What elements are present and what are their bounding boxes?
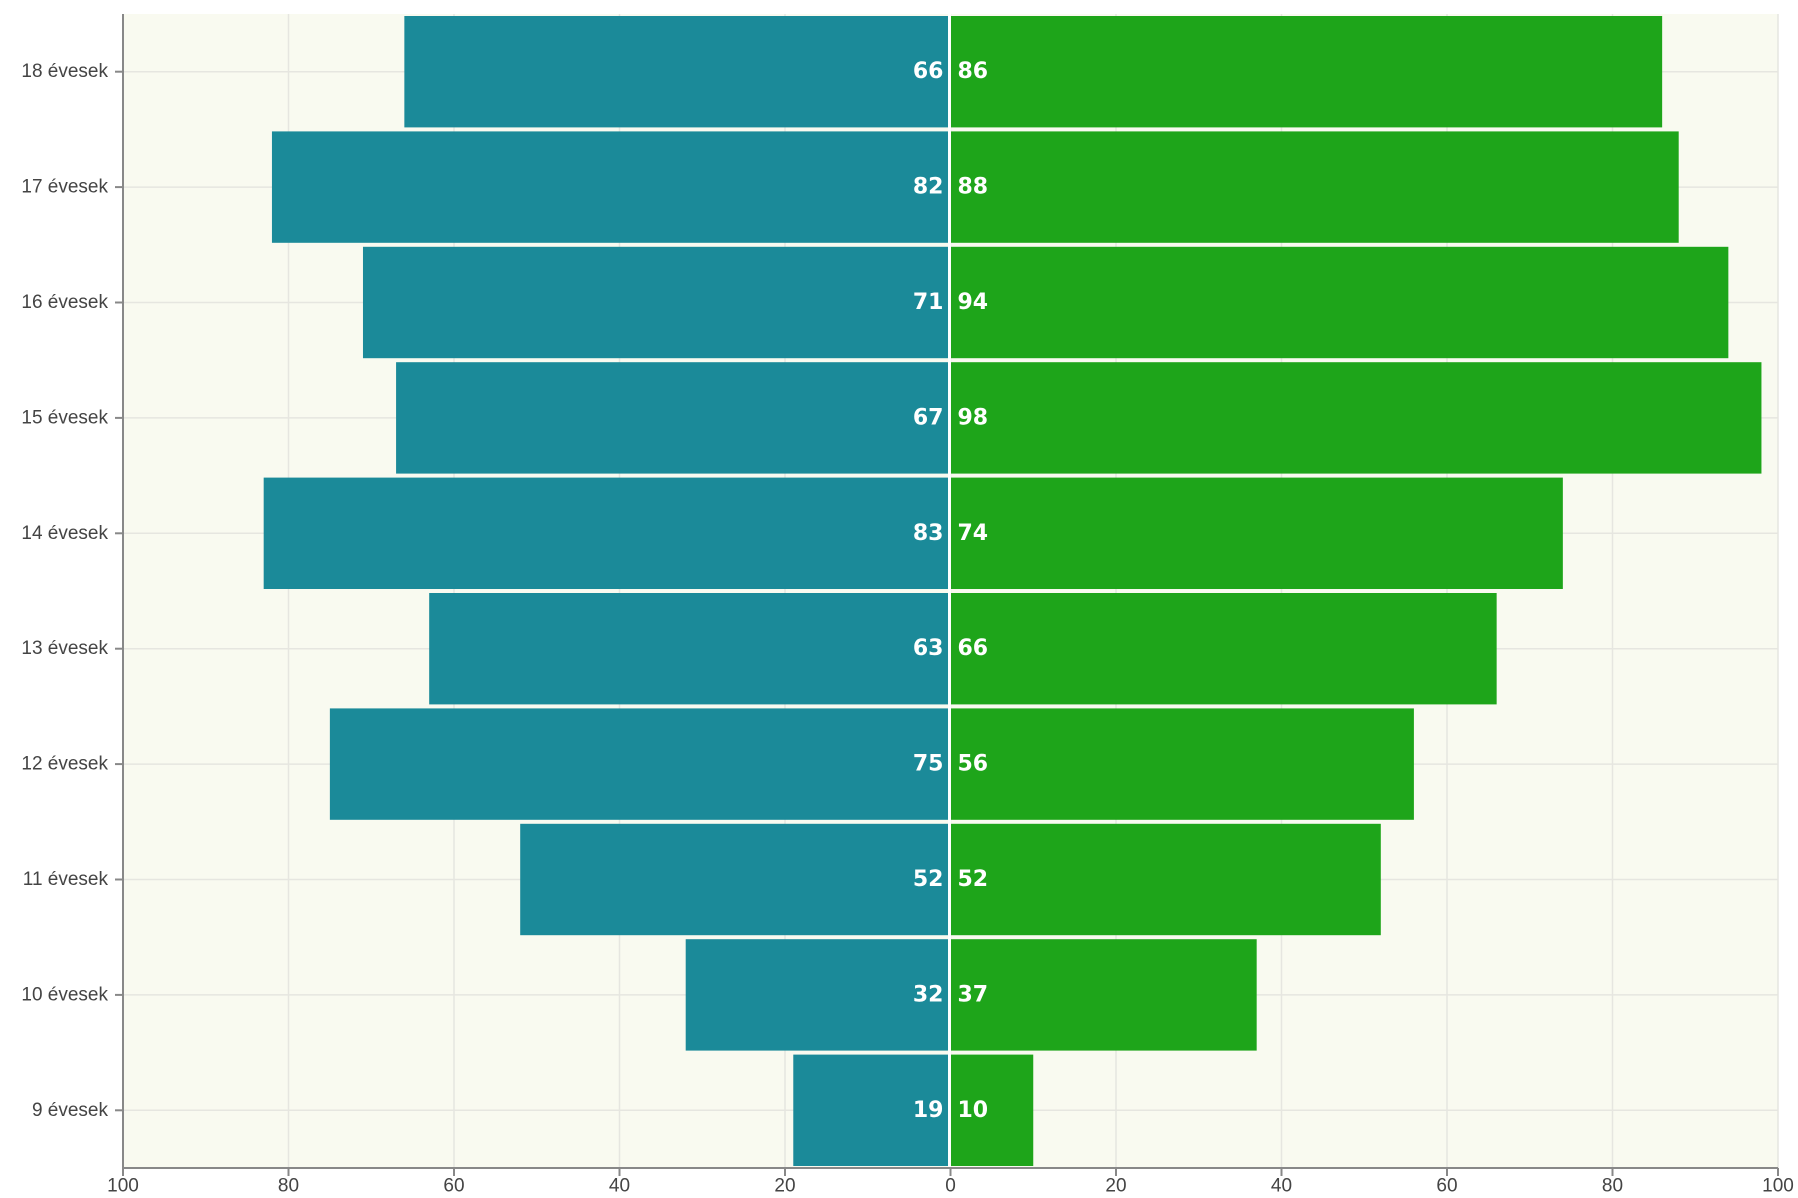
bars [263,16,1762,1166]
bar-left [520,823,951,936]
value-label-right: 98 [958,405,989,430]
x-tick-label: 80 [278,1176,299,1197]
y-tick-label: 10 évesek [21,984,108,1005]
value-label-right: 74 [958,521,989,546]
x-axis: 100 80 60 40 20 0 20 40 60 80 100 [107,1168,1794,1197]
bar-left [685,939,951,1051]
bar-left [362,246,951,359]
value-label-right: 10 [958,1098,989,1123]
x-tick-label: 100 [107,1176,139,1197]
bar-right [950,362,1762,474]
x-tick-label: 40 [609,1176,630,1197]
value-label-left: 67 [913,405,944,430]
value-label-left: 71 [913,290,944,315]
y-tick-label: 16 évesek [21,292,108,313]
x-tick-label: 100 [1762,1176,1794,1197]
bar-right [950,1054,1034,1166]
value-label-left: 63 [913,636,944,661]
value-label-right: 94 [958,290,989,315]
value-label-right: 52 [958,867,989,892]
bar-right [950,16,1663,128]
value-label-left: 52 [913,867,944,892]
bar-left [404,16,951,128]
value-label-left: 83 [913,521,944,546]
value-label-left: 32 [913,982,944,1007]
value-label-left: 66 [913,59,944,84]
bar-left [263,477,951,589]
bar-left [329,708,951,820]
bar-right [950,823,1381,936]
y-tick-label: 14 évesek [21,523,108,544]
y-tick-label: 12 évesek [21,754,108,775]
y-axis: 18 évesek 17 évesek 16 évesek 15 évesek 14 é… [21,61,123,1121]
y-tick-label: 17 évesek [21,177,108,198]
bar-left [396,362,951,474]
bar-right [950,477,1563,589]
bar-left [793,1054,951,1166]
y-tick-label: 15 évesek [21,407,108,428]
x-tick-label: 0 [945,1176,956,1197]
bar-right [950,131,1679,243]
y-tick-label: 18 évesek [21,61,108,82]
x-tick-label: 80 [1602,1176,1623,1197]
value-label-right: 66 [958,636,989,661]
x-tick-label: 20 [774,1176,795,1197]
bar-right [950,246,1729,359]
y-tick-label: 9 évesek [32,1100,109,1121]
x-tick-label: 20 [1105,1176,1126,1197]
value-labels: 66 82 71 67 83 63 75 52 32 19 86 88 94 98 74 66 56 52 37 10 [913,59,988,1123]
bar-left [271,131,951,243]
value-label-left: 75 [913,752,944,777]
bar-right [950,939,1257,1051]
x-tick-label: 60 [443,1176,464,1197]
value-label-right: 56 [958,752,989,777]
value-label-right: 37 [958,982,989,1007]
value-label-right: 88 [958,175,989,200]
bar-right [950,708,1414,820]
x-tick-label: 40 [1271,1176,1292,1197]
y-tick-label: 11 évesek [23,869,109,890]
y-tick-label: 13 évesek [21,638,108,659]
value-label-right: 86 [958,59,989,84]
value-label-left: 19 [913,1098,944,1123]
bar-left [429,593,951,705]
value-label-left: 82 [913,175,944,200]
x-tick-label: 60 [1436,1176,1457,1197]
bar-right [950,593,1497,705]
